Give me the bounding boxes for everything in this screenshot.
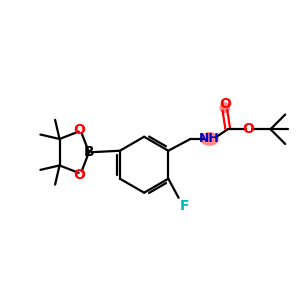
Ellipse shape [201, 133, 218, 145]
Text: O: O [219, 97, 231, 111]
Text: B: B [84, 145, 94, 159]
Text: O: O [73, 168, 85, 182]
Text: NH: NH [199, 133, 220, 146]
Text: O: O [73, 122, 85, 136]
Ellipse shape [220, 103, 230, 112]
Text: F: F [180, 199, 190, 213]
Text: O: O [242, 122, 254, 136]
